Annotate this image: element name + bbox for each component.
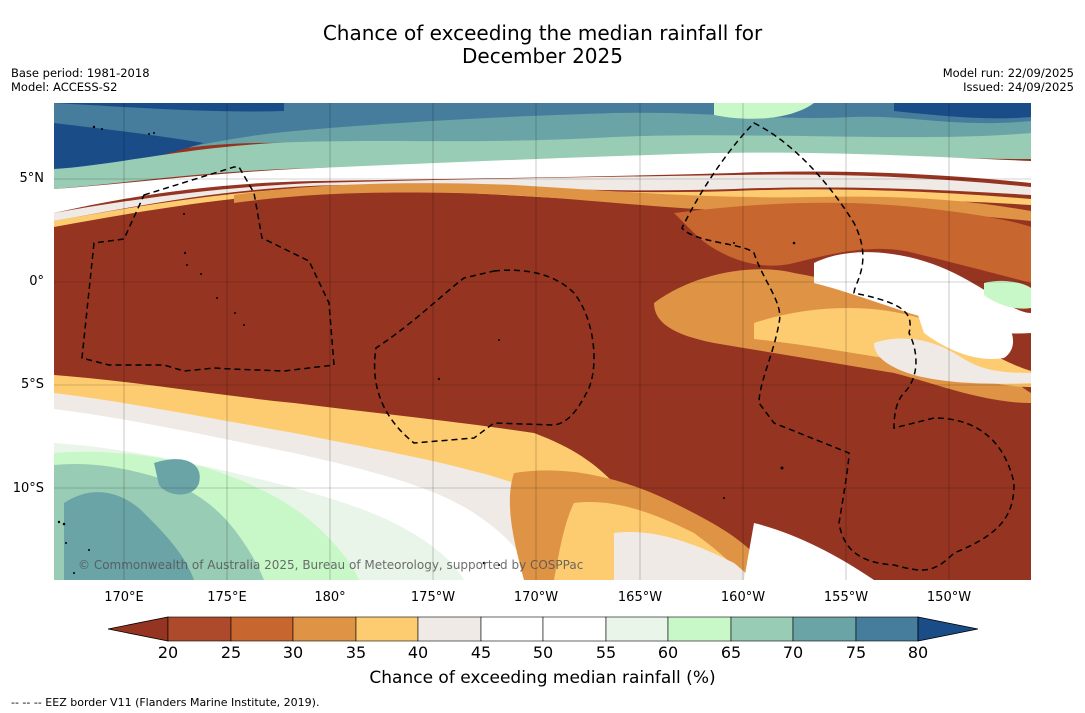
title-line-1: Chance of exceeding the median rainfall … <box>322 21 763 45</box>
lat-label-5n: 5°N <box>19 171 45 186</box>
eez-kiribati-gilbert <box>81 166 335 372</box>
eez-borders <box>81 122 1015 571</box>
north-band-35 <box>234 183 1031 221</box>
lon-label-175e: 175°E <box>207 590 247 605</box>
colorbar-bin-75-80 <box>855 616 919 642</box>
colorbar-high-arrow <box>917 616 978 642</box>
model-name: Model: ACCESS-S2 <box>11 80 118 94</box>
map-title: Chance of exceeding the median rainfall … <box>0 22 1085 68</box>
run-info: Model run: 22/09/2025 Issued: 24/09/2025 <box>943 66 1074 94</box>
eez-footnote: -- -- -- EEZ border V11 (Flanders Marine… <box>11 696 320 709</box>
colorbar-tick-60: 60 <box>657 643 679 662</box>
colorbar-bin-35-40 <box>355 616 419 642</box>
east-patch-green <box>984 280 1031 309</box>
rainfall-map <box>54 103 1031 580</box>
colorbar-tick-30: 30 <box>282 643 304 662</box>
colorbar-tick-20: 20 <box>157 643 179 662</box>
colorbar-tick-65: 65 <box>720 643 742 662</box>
colorbar-tick-45: 45 <box>470 643 492 662</box>
colorbar-tick-75: 75 <box>845 643 867 662</box>
colorbar-low-arrow <box>108 616 169 642</box>
south-patch-75 <box>154 459 200 495</box>
grid-lines <box>54 103 1031 580</box>
colorbar-bin-25-30 <box>230 616 294 642</box>
lon-label-170e: 170°E <box>104 590 144 605</box>
eez-kiribati-line <box>681 122 1015 571</box>
lon-label-175w: 175°W <box>410 590 456 605</box>
lon-label-160w: 160°W <box>720 590 766 605</box>
east-patch-white-2 <box>914 301 1014 359</box>
colorbar-title: Chance of exceeding median rainfall (%) <box>369 668 716 688</box>
copyright-credit: © Commonwealth of Australia 2025, Bureau… <box>78 558 584 572</box>
colorbar-tick-70: 70 <box>782 643 804 662</box>
south-band-75 <box>64 492 194 580</box>
colorbar-bin-40-45 <box>417 616 482 642</box>
eez-kiribati-phoenix <box>373 269 595 444</box>
east-patch-30 <box>674 202 1031 283</box>
lat-label-0: 0° <box>29 274 44 289</box>
lat-label-5s: 5°S <box>20 377 44 392</box>
colorbar-bin-20-25 <box>167 616 232 642</box>
colorbar-bin-50-55 <box>542 616 607 642</box>
lat-label-10s: 10°S <box>12 481 44 496</box>
colorbar-bin-60-65 <box>667 616 732 642</box>
colorbar-bin-55-60 <box>605 616 669 642</box>
lon-label-170w: 170°W <box>513 590 559 605</box>
model-info: Base period: 1981-2018 Model: ACCESS-S2 <box>11 66 150 94</box>
colorbar-bin-70-75 <box>792 616 857 642</box>
south-east-light <box>744 523 874 580</box>
lon-label-150w: 150°W <box>926 590 972 605</box>
north-band-dark <box>54 103 284 170</box>
colorbar-tick-40: 40 <box>407 643 429 662</box>
base-period: Base period: 1981-2018 <box>11 66 150 80</box>
north-band-grey <box>54 174 1031 221</box>
colorbar-tick-25: 25 <box>220 643 242 662</box>
colorbar-tick-35: 35 <box>345 643 367 662</box>
issued-date: Issued: 24/09/2025 <box>963 80 1074 94</box>
colorbar <box>108 616 978 642</box>
north-band-white <box>54 152 1031 213</box>
north-right-dark <box>894 103 1031 119</box>
lon-label-165w: 165°W <box>617 590 663 605</box>
lon-label-180: 180° <box>314 590 346 605</box>
title-line-2: December 2025 <box>462 44 623 68</box>
colorbar-bin-45-50 <box>480 616 544 642</box>
colorbar-tick-50: 50 <box>532 643 554 662</box>
lon-label-155w: 155°W <box>823 590 869 605</box>
colorbar-tick-55: 55 <box>595 643 617 662</box>
colorbar-bin-30-35 <box>292 616 357 642</box>
colorbar-tick-80: 80 <box>907 643 929 662</box>
island-specks <box>57 125 796 574</box>
colorbar-bin-65-70 <box>730 616 794 642</box>
east-patch-grey <box>874 338 1031 384</box>
north-band-65 <box>54 133 1031 189</box>
north-band-40 <box>54 185 1031 227</box>
model-run-date: Model run: 22/09/2025 <box>942 66 1074 80</box>
north-band-80 <box>54 103 1031 169</box>
south-central-grey <box>614 532 754 580</box>
north-band-green <box>714 103 814 119</box>
